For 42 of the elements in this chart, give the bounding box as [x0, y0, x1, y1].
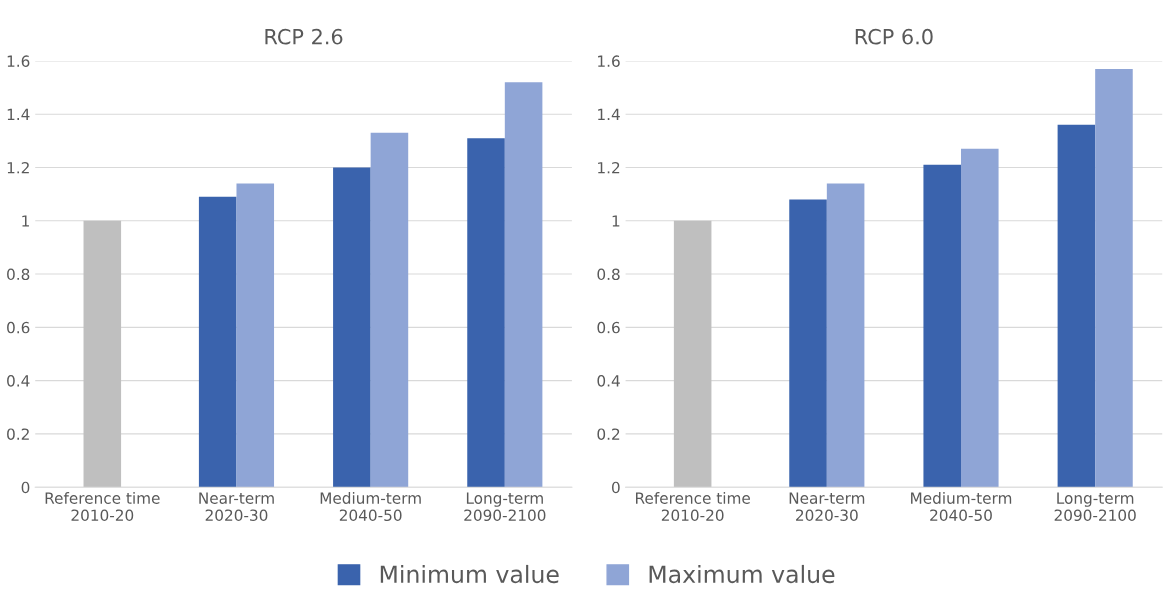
y-tick-label: 0.4 [597, 375, 620, 387]
x-tick-label: Near-term 2020-30 [789, 492, 865, 521]
y-tick-label: 0.6 [597, 321, 620, 334]
y-tick-label: 1.2 [7, 161, 29, 174]
x-tick-label: Reference time 2010-20 [636, 492, 750, 521]
bar [333, 167, 371, 488]
bar [1095, 68, 1133, 488]
chart-title: RCP 2.6 [265, 28, 343, 45]
x-tick-label: Near-term 2020-30 [199, 492, 274, 521]
bar [467, 138, 505, 488]
x-tick-label: Long-term 2090-2100 [1054, 492, 1136, 521]
y-tick-label: 1.2 [598, 161, 620, 174]
y-tick-label: 0.2 [7, 428, 29, 440]
bar [1057, 124, 1096, 488]
y-tick-label: 0.2 [597, 428, 620, 440]
bar [370, 132, 409, 488]
chart-title: RCP 6.0 [855, 28, 933, 45]
x-tick-label: Reference time 2010-20 [45, 492, 160, 521]
bar [198, 196, 237, 488]
bar [789, 199, 827, 488]
y-tick-label: 1.6 [7, 55, 30, 67]
y-tick-label: 0 [21, 481, 30, 494]
bar [236, 183, 275, 488]
bar [504, 82, 543, 488]
legend-label: Maximum value [649, 564, 835, 584]
bar [826, 183, 865, 488]
legend-label: Minimum value [380, 564, 559, 584]
bar [923, 164, 961, 488]
bar [961, 148, 999, 488]
y-tick-label: 0.4 [7, 375, 30, 387]
x-tick-label: Medium-term 2040-50 [911, 492, 1012, 521]
y-tick-label: 0.6 [7, 321, 30, 334]
y-tick-label: 1.4 [7, 108, 30, 120]
y-tick-label: 1 [612, 215, 620, 227]
y-tick-label: 1 [22, 215, 29, 227]
x-tick-label: Medium-term 2040-50 [320, 492, 421, 521]
y-tick-label: 0 [612, 481, 620, 494]
x-tick-label: Long-term 2090-2100 [464, 492, 546, 521]
y-tick-label: 0.8 [7, 268, 30, 281]
y-tick-label: 1.6 [598, 55, 620, 67]
y-tick-label: 0.8 [597, 268, 620, 281]
y-tick-label: 1.4 [598, 108, 620, 120]
